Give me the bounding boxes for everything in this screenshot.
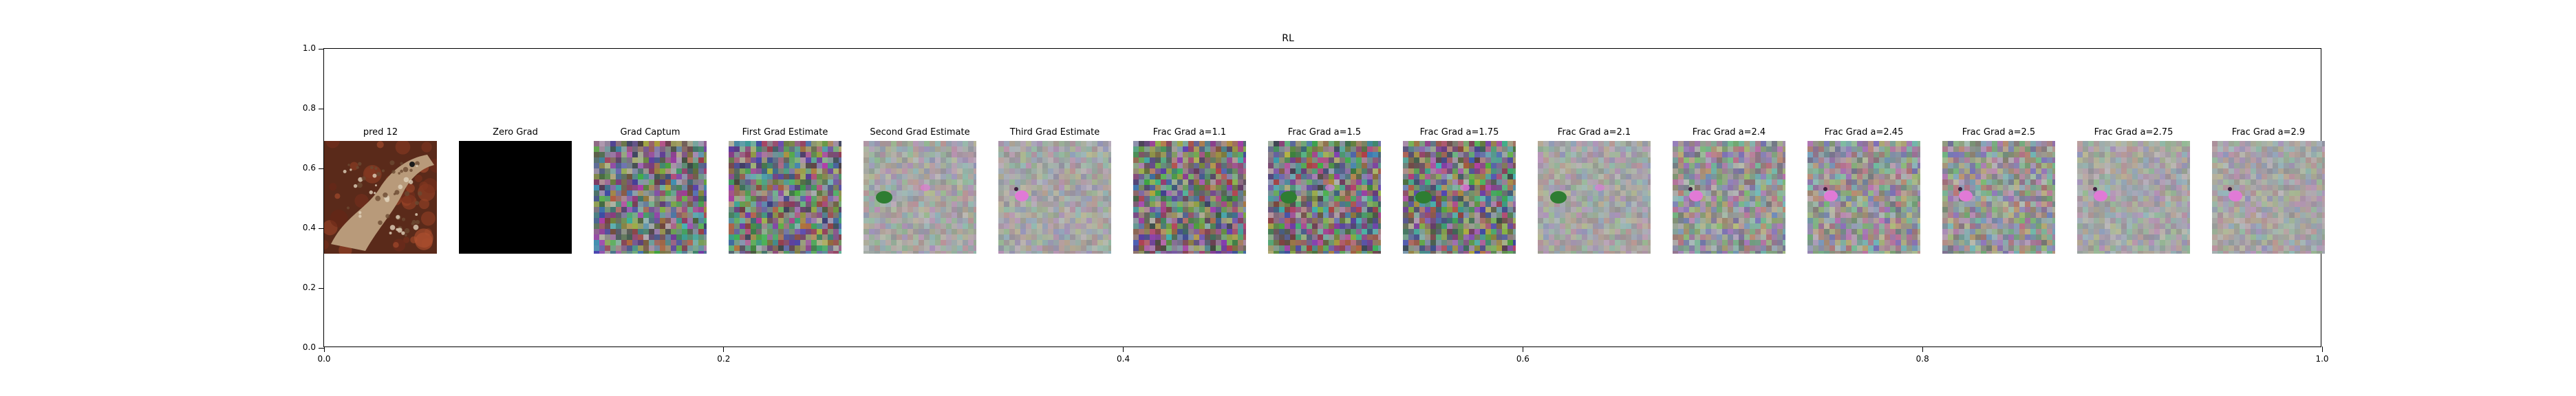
panel-image: [1807, 141, 1920, 254]
panel-image: [1403, 141, 1516, 254]
panel-title: Frac Grad a=1.75: [1419, 127, 1499, 138]
panel-title: Frac Grad a=2.9: [2231, 127, 2306, 138]
image-panel: Frac Grad a=2.1: [1538, 127, 1651, 254]
panel-image: [1538, 141, 1651, 254]
x-tick-label: 1.0: [2315, 354, 2329, 364]
x-tick-label: 0.0: [317, 354, 331, 364]
panel-image: [1673, 141, 1785, 254]
image-panels: pred 12 Zero Grad Grad Captum First Grad Es…: [324, 49, 2325, 346]
panel-title: Frac Grad a=2.75: [2094, 127, 2174, 138]
panel-title: Second Grad Estimate: [870, 127, 970, 138]
panel-image: [459, 141, 572, 254]
x-tick-label: 0.4: [1117, 354, 1130, 364]
panel-image: [324, 141, 437, 254]
panel-title: Frac Grad a=1.5: [1287, 127, 1362, 138]
y-tick-mark: [319, 168, 324, 169]
panel-title: Frac Grad a=2.1: [1557, 127, 1631, 138]
image-panel: Frac Grad a=1.5: [1268, 127, 1381, 254]
panel-title: pred 12: [363, 127, 398, 138]
x-tick-mark: [323, 346, 325, 352]
panel-image: [1942, 141, 2055, 254]
image-panel: Frac Grad a=2.9: [2212, 127, 2325, 254]
x-tick-label: 0.8: [1915, 354, 1929, 364]
image-panel: Frac Grad a=2.4: [1673, 127, 1785, 254]
panel-image: [1133, 141, 1246, 254]
panel-image: [2212, 141, 2325, 254]
x-tick-mark: [723, 346, 724, 352]
chart-title: RL: [1282, 33, 1294, 44]
y-tick-label: 0.0: [302, 342, 316, 352]
panel-title: Frac Grad a=1.1: [1152, 127, 1227, 138]
panel-image: [2077, 141, 2190, 254]
panel-title: Frac Grad a=2.45: [1824, 127, 1904, 138]
image-panel: Frac Grad a=2.75: [2077, 127, 2190, 254]
panel-image: [863, 141, 976, 254]
y-tick-label: 0.2: [302, 283, 316, 292]
panel-image: [594, 141, 707, 254]
x-tick-mark: [2321, 346, 2323, 352]
panel-title: Zero Grad: [493, 127, 538, 138]
x-tick-label: 0.2: [717, 354, 731, 364]
panel-title: Grad Captum: [620, 127, 680, 138]
image-panel: Second Grad Estimate: [863, 127, 976, 254]
image-panel: Frac Grad a=1.75: [1403, 127, 1516, 254]
y-tick-mark: [319, 287, 324, 289]
panel-title: Third Grad Estimate: [1009, 127, 1100, 138]
panel-title: Frac Grad a=2.5: [1962, 127, 2036, 138]
y-tick-label: 0.6: [302, 163, 316, 173]
image-panel: Third Grad Estimate: [998, 127, 1111, 254]
image-panel: Frac Grad a=1.1: [1133, 127, 1246, 254]
y-tick-mark: [319, 48, 324, 50]
image-panel: Grad Captum: [594, 127, 707, 254]
y-tick-mark: [319, 228, 324, 229]
image-panel: Frac Grad a=2.5: [1942, 127, 2055, 254]
y-tick-label: 0.4: [302, 223, 316, 232]
image-panel: Frac Grad a=2.45: [1807, 127, 1920, 254]
axes-frame: 0.0 0.2 0.4 0.6 0.8 1.0 0.0 0.2 0.4 0.6 0.8 1.0 pr…: [303, 43, 2329, 364]
panel-image: [729, 141, 841, 254]
image-panel: First Grad Estimate: [729, 127, 841, 254]
x-tick-mark: [1922, 346, 1923, 352]
image-panel: pred 12: [324, 127, 437, 254]
x-tick-mark: [1123, 346, 1124, 352]
y-tick-label: 1.0: [302, 43, 316, 53]
x-tick-label: 0.6: [1516, 354, 1530, 364]
panel-title: First Grad Estimate: [742, 127, 828, 138]
y-tick-mark: [319, 347, 324, 349]
y-tick-label: 0.8: [302, 103, 316, 113]
panel-title: Frac Grad a=2.4: [1692, 127, 1766, 138]
panel-image: [998, 141, 1111, 254]
panel-image: [1268, 141, 1381, 254]
image-panel: Zero Grad: [459, 127, 572, 254]
